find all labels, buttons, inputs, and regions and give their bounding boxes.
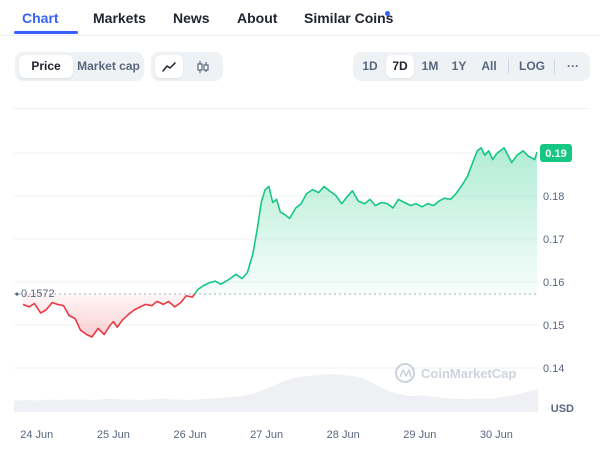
current-price-badge: 0.19 — [540, 144, 572, 162]
current-price-badge-bg — [540, 144, 572, 162]
cmc-logo-icon — [395, 363, 415, 383]
range-7d-button[interactable]: 7D — [386, 55, 414, 78]
line-chart-icon[interactable] — [155, 55, 183, 78]
coinmarketcap-watermark: CoinMarketCap — [395, 363, 516, 383]
x-tick-label: 30 Jun — [480, 429, 513, 441]
log-scale-button[interactable]: LOG — [519, 59, 545, 73]
y-tick-label: 0.17 — [543, 234, 564, 246]
x-tick-label: 25 Jun — [97, 429, 130, 441]
chart-frame — [13, 108, 589, 418]
new-indicator-dot — [385, 11, 390, 16]
range-1d-button[interactable]: 1D — [362, 59, 378, 73]
active-tab-underline — [14, 31, 78, 34]
tab-markets[interactable]: Markets — [93, 10, 146, 26]
tab-bar: Chart Markets News About Similar Coins — [0, 0, 600, 36]
y-tick-label: 0.18 — [543, 191, 564, 203]
tab-about[interactable]: About — [237, 10, 278, 26]
baseline-label: 0.1572 — [15, 288, 55, 300]
currency-label: USD — [551, 403, 574, 415]
range-all-button[interactable]: All — [481, 59, 497, 73]
y-tick-label: 0.16 — [543, 277, 564, 289]
candlestick-icon[interactable] — [189, 55, 217, 78]
chart-view-toggle — [151, 52, 223, 81]
volume-area — [14, 374, 538, 412]
x-tick-label: 28 Jun — [327, 429, 360, 441]
x-tick-label: 26 Jun — [173, 429, 206, 441]
chart-type-toggle: Price Market cap — [15, 52, 144, 81]
baseline-dot — [15, 292, 19, 296]
y-tick-label: 0.14 — [543, 363, 564, 375]
watermark-text: CoinMarketCap — [421, 366, 516, 381]
y-tick-label: 0.15 — [543, 320, 564, 332]
more-options-button[interactable]: ··· — [567, 59, 579, 73]
x-tick-label: 24 Jun — [20, 429, 53, 441]
tab-news[interactable]: News — [173, 10, 210, 26]
time-range-selector: 1D 7D 1M 1Y All LOG ··· — [353, 52, 590, 81]
tab-similar-coins[interactable]: Similar Coins — [304, 10, 394, 26]
current-price-value: 0.19 — [545, 148, 566, 160]
tab-chart[interactable]: Chart — [22, 10, 59, 26]
range-1y-button[interactable]: 1Y — [451, 59, 467, 73]
baseline-value: 0.1572 — [21, 288, 55, 300]
range-1m-button[interactable]: 1M — [421, 59, 439, 73]
range-divider — [508, 59, 509, 74]
price-toggle-button[interactable]: Price — [19, 55, 73, 78]
x-tick-label: 27 Jun — [250, 429, 283, 441]
price-line-down — [22, 294, 196, 338]
price-area-up — [194, 147, 537, 295]
price-line-up — [193, 147, 538, 295]
market-cap-toggle-button[interactable]: Market cap — [77, 59, 140, 73]
cmc-logo-mark — [399, 369, 412, 378]
x-tick-label: 29 Jun — [403, 429, 436, 441]
range-divider — [554, 59, 555, 74]
